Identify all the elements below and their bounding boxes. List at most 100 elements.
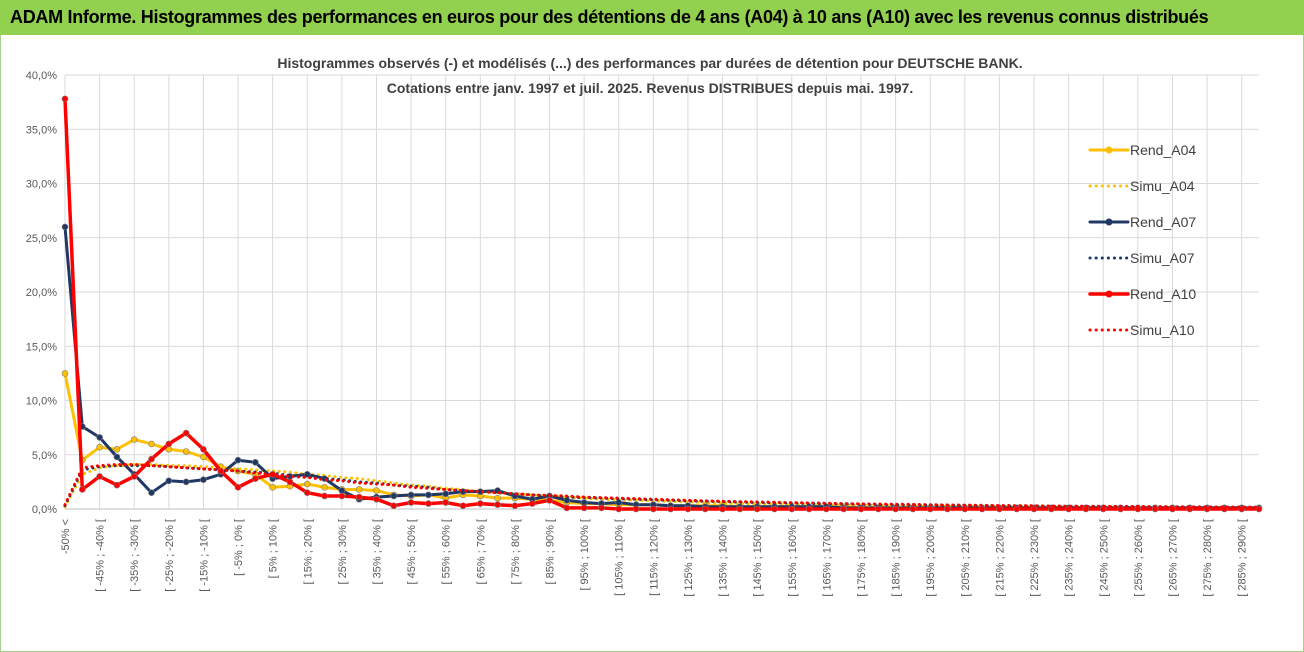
data-point-rend-a07	[61, 223, 69, 231]
series-line-rend-a10	[63, 97, 1261, 511]
data-point-rend-a04	[200, 453, 207, 461]
data-point-rend-a10	[286, 478, 294, 486]
x-tick-label: [ 45% ; 50% [	[406, 519, 418, 584]
data-point-rend-a10	[1255, 505, 1263, 513]
data-point-rend-a07	[96, 434, 103, 441]
plot-area	[61, 95, 1263, 513]
data-point-rend-a04	[494, 494, 501, 502]
y-tick-label: 25,0%	[26, 233, 57, 245]
data-point-rend-a04	[96, 443, 103, 451]
data-point-rend-a04	[130, 436, 138, 443]
data-point-rend-a10	[373, 495, 380, 503]
data-point-rend-a07	[200, 476, 207, 484]
y-tick-label: 40,0%	[26, 70, 57, 82]
x-tick-label: [ 285% ; 290% [	[1237, 519, 1249, 597]
data-point-rend-a10	[719, 505, 726, 513]
chart-grid	[64, 74, 1259, 510]
y-tick-label: 0,0%	[32, 504, 57, 516]
x-tick-label: [ 195% ; 200% [	[925, 519, 937, 597]
x-tick-label: [ 145% ; 150% [	[752, 519, 764, 597]
data-point-rend-a10	[857, 505, 865, 513]
y-tick-label: 15,0%	[26, 341, 57, 353]
x-tick-label: [ 15% ; 20% [	[302, 519, 314, 584]
x-tick-label: [ 185% ; 190% [	[891, 519, 903, 597]
data-point-rend-a10	[390, 502, 398, 510]
x-tick-label: [ 255% ; 260% [	[1133, 519, 1145, 597]
data-point-rend-a07	[580, 499, 588, 506]
data-point-rend-a04	[355, 486, 363, 493]
legend-label-simu-a04: Simu_A04	[1130, 178, 1195, 194]
data-point-rend-a10	[771, 505, 778, 513]
data-point-rend-a10	[303, 489, 311, 497]
data-point-rend-a10	[182, 429, 190, 437]
legend-label-simu-a10: Simu_A10	[1130, 322, 1195, 338]
y-tick-label: 35,0%	[26, 124, 57, 136]
data-point-rend-a10	[130, 473, 138, 480]
x-tick-label: [ -35% ; -30% [	[129, 519, 141, 592]
data-point-rend-a07	[390, 492, 398, 500]
y-tick-label: 20,0%	[26, 287, 57, 299]
data-point-rend-a10	[165, 440, 173, 448]
data-point-rend-a10	[788, 505, 796, 513]
legend-marker-rend-a04	[1105, 146, 1113, 154]
x-tick-label: [ 25% ; 30% [	[337, 519, 349, 584]
data-point-rend-a10	[978, 505, 986, 513]
data-point-rend-a10	[477, 500, 484, 507]
y-tick-label: 10,0%	[26, 396, 57, 408]
data-point-rend-a10	[650, 505, 657, 513]
data-point-rend-a10	[200, 446, 207, 453]
data-point-rend-a10	[701, 505, 709, 513]
legend-label-rend-a07: Rend_A07	[1130, 214, 1196, 230]
series-line-simu-a10	[63, 463, 1261, 509]
x-tick-label: [ 175% ; 180% [	[856, 519, 868, 597]
data-point-rend-a04	[269, 483, 276, 491]
x-tick-label: [ -45% ; -40% [	[95, 519, 107, 592]
x-tick-label: [ 265% ; 270% [	[1167, 519, 1179, 597]
series-line-rend-a07	[63, 225, 1261, 510]
data-point-rend-a10	[148, 455, 155, 463]
data-point-rend-a10	[113, 481, 121, 489]
legend-label-rend-a04: Rend_A04	[1130, 142, 1196, 158]
x-tick-label: [ 165% ; 170% [	[821, 519, 833, 597]
data-point-rend-a10	[511, 502, 519, 510]
data-point-rend-a10	[580, 504, 588, 512]
data-point-rend-a10	[823, 505, 830, 513]
legend-marker-rend-a07	[1105, 218, 1113, 226]
x-tick-label: [ -25% ; -20% [	[164, 519, 176, 592]
data-point-rend-a10	[1030, 505, 1038, 513]
data-point-rend-a04	[373, 487, 380, 494]
data-point-rend-a07	[442, 490, 449, 498]
legend-label-simu-a07: Simu_A07	[1130, 250, 1195, 266]
series-line-rend-a04	[63, 371, 1261, 510]
data-point-rend-a07	[182, 478, 190, 486]
legend: Rend_A04 Simu_A04 Rend_A07 Simu_A07 Rend_A10…	[1088, 142, 1196, 338]
chart-title-line-1: Histogrammes observés (-) et modélisés (…	[277, 55, 1022, 71]
data-point-rend-a10	[996, 505, 1003, 513]
data-point-rend-a07	[425, 491, 432, 499]
data-point-rend-a10	[961, 505, 969, 513]
x-tick-label: -50% <	[60, 519, 72, 554]
y-tick-label: 30,0%	[26, 179, 57, 191]
data-point-rend-a10	[632, 505, 640, 513]
data-point-rend-a10	[1013, 505, 1021, 513]
x-tick-label: [ 115% ; 120% [	[648, 519, 660, 596]
x-tick-label: [ 135% ; 140% [	[718, 519, 730, 597]
x-tick-label: [ 5% ; 10% [	[268, 519, 280, 578]
data-point-rend-a07	[252, 459, 259, 466]
data-point-rend-a10	[459, 502, 467, 510]
data-point-rend-a10	[909, 505, 917, 513]
data-point-rend-a10	[234, 483, 242, 491]
legend-label-rend-a10: Rend_A10	[1130, 286, 1196, 302]
data-point-rend-a07	[165, 477, 173, 485]
data-point-rend-a07	[407, 491, 415, 499]
x-tick-label: [ 95% ; 100% [	[579, 519, 591, 591]
data-point-rend-a10	[546, 497, 553, 504]
data-point-rend-a10	[338, 492, 346, 500]
data-point-rend-a10	[425, 500, 432, 507]
data-point-rend-a10	[79, 486, 86, 493]
data-point-rend-a10	[528, 500, 536, 507]
data-point-rend-a07	[148, 489, 155, 497]
data-point-rend-a10	[61, 95, 69, 103]
x-tick-label: [ 205% ; 210% [	[960, 519, 972, 597]
